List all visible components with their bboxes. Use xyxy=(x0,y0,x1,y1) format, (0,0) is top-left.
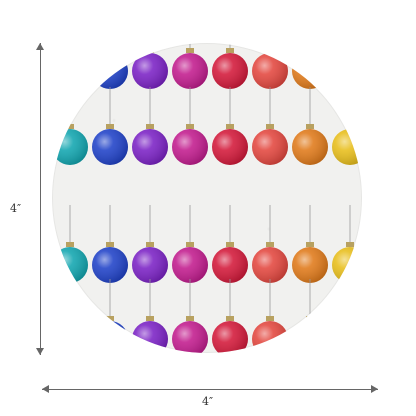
ornament-ball xyxy=(132,43,168,89)
ornament-ball xyxy=(92,205,128,283)
ornament-ball xyxy=(332,87,362,165)
ornament-ball xyxy=(252,205,288,283)
width-dimension-line xyxy=(42,389,378,390)
width-dimension-label: 4″ xyxy=(202,395,214,408)
ornament-ball xyxy=(292,43,328,89)
ornament-ball xyxy=(212,279,248,353)
ornament-ball xyxy=(172,87,208,165)
ornament-ball xyxy=(212,43,248,89)
height-dimension-line xyxy=(40,43,41,355)
ornament-ball xyxy=(132,205,168,283)
ornament-ball xyxy=(172,205,208,283)
ornament-ball xyxy=(332,205,362,283)
ornament-ball xyxy=(172,279,208,353)
ornament-ball xyxy=(212,87,248,165)
ornament-ball xyxy=(92,87,128,165)
ornament-ball xyxy=(52,87,88,165)
ornament-ball xyxy=(212,205,248,283)
ornament-ball xyxy=(292,205,328,283)
ornament-ball xyxy=(172,43,208,89)
round-coaster xyxy=(52,43,362,353)
ornament-ball xyxy=(132,87,168,165)
ornament-pattern xyxy=(52,43,362,353)
ornament-ball xyxy=(292,87,328,165)
ornament-ball xyxy=(92,279,128,353)
ornament-ball xyxy=(252,43,288,89)
ornament-ball xyxy=(92,43,128,89)
ornament-ball xyxy=(292,279,328,353)
ornament-ball xyxy=(132,279,168,353)
ornament-ball xyxy=(52,205,88,283)
ornament-ball xyxy=(252,87,288,165)
height-dimension-label: 4″ xyxy=(10,202,22,215)
ornament-ball xyxy=(252,279,288,353)
